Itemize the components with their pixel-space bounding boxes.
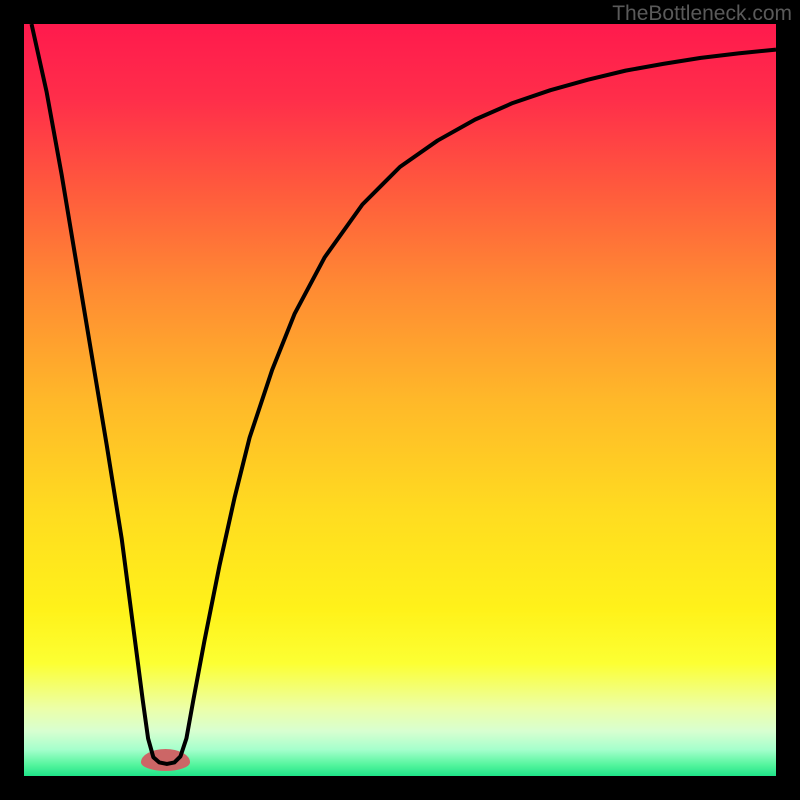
watermark-text: TheBottleneck.com	[612, 2, 792, 26]
chart-container: TheBottleneck.com	[0, 0, 800, 800]
curve-line	[24, 24, 776, 776]
plot-area	[24, 24, 776, 776]
